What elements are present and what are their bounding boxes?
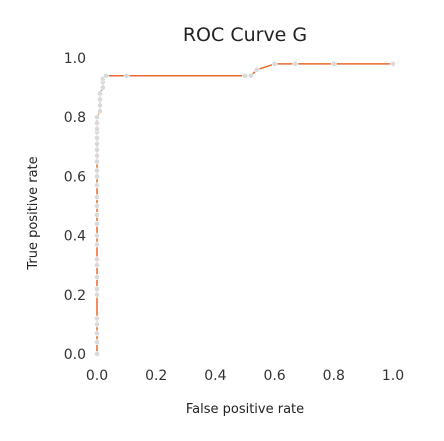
series-layer bbox=[94, 61, 396, 357]
roc-point bbox=[94, 203, 100, 209]
roc-point bbox=[253, 66, 260, 73]
roc-point bbox=[292, 61, 299, 67]
roc-point bbox=[94, 315, 100, 322]
roc-point bbox=[330, 61, 337, 67]
x-tick-label: 0.8 bbox=[323, 368, 345, 384]
roc-point bbox=[94, 220, 100, 227]
roc-point bbox=[94, 351, 100, 357]
roc-point bbox=[94, 182, 100, 189]
x-tick-label: 1.0 bbox=[382, 368, 404, 384]
y-tick-label: 0.8 bbox=[64, 110, 86, 126]
roc-point bbox=[94, 256, 100, 263]
roc-point bbox=[94, 339, 100, 346]
roc-point bbox=[103, 72, 109, 79]
roc-point bbox=[94, 134, 100, 141]
roc-point bbox=[94, 120, 100, 126]
y-axis-ticks: 0.0 0.2 0.4 0.6 0.8 1.0 bbox=[64, 51, 86, 363]
roc-point bbox=[123, 72, 130, 79]
roc-point bbox=[94, 211, 100, 218]
roc-point bbox=[94, 146, 100, 153]
roc-point bbox=[94, 140, 100, 147]
y-tick-label: 0.6 bbox=[64, 169, 86, 185]
roc-point bbox=[94, 173, 100, 180]
roc-point bbox=[271, 61, 278, 67]
chart-title: ROC Curve G bbox=[183, 24, 307, 46]
roc-point bbox=[94, 126, 100, 132]
roc-point bbox=[94, 241, 100, 248]
roc-point bbox=[94, 330, 100, 337]
roc-point bbox=[97, 102, 103, 109]
roc-point bbox=[94, 321, 100, 328]
roc-point bbox=[94, 262, 100, 269]
roc-point bbox=[94, 291, 100, 298]
x-axis-label: False positive rate bbox=[186, 402, 304, 417]
x-tick-label: 0.4 bbox=[204, 368, 226, 384]
x-tick-label: 0.0 bbox=[86, 368, 108, 384]
x-tick-label: 0.6 bbox=[263, 368, 285, 384]
roc-point bbox=[100, 84, 106, 91]
roc-point bbox=[97, 90, 103, 97]
roc-point bbox=[94, 158, 100, 165]
roc-point bbox=[94, 152, 100, 159]
roc-point bbox=[94, 285, 100, 292]
y-axis-label: True positive rate bbox=[26, 156, 41, 270]
roc-point bbox=[94, 114, 100, 121]
y-tick-label: 0.0 bbox=[64, 347, 86, 363]
y-tick-label: 0.4 bbox=[64, 229, 86, 245]
roc-point bbox=[247, 72, 254, 79]
x-tick-label: 0.2 bbox=[145, 368, 167, 384]
roc-point bbox=[97, 108, 103, 115]
roc-point bbox=[94, 232, 100, 239]
roc-point bbox=[94, 274, 100, 280]
roc-point bbox=[390, 61, 396, 67]
roc-point bbox=[97, 96, 103, 103]
roc-point bbox=[94, 167, 100, 174]
y-tick-label: 1.0 bbox=[64, 51, 86, 67]
roc-curve-line bbox=[96, 63, 393, 354]
y-tick-label: 0.2 bbox=[64, 288, 86, 304]
roc-point bbox=[94, 194, 100, 200]
roc-point bbox=[242, 72, 248, 79]
x-axis-ticks: 0.0 0.2 0.4 0.6 0.8 1.0 bbox=[86, 368, 404, 384]
